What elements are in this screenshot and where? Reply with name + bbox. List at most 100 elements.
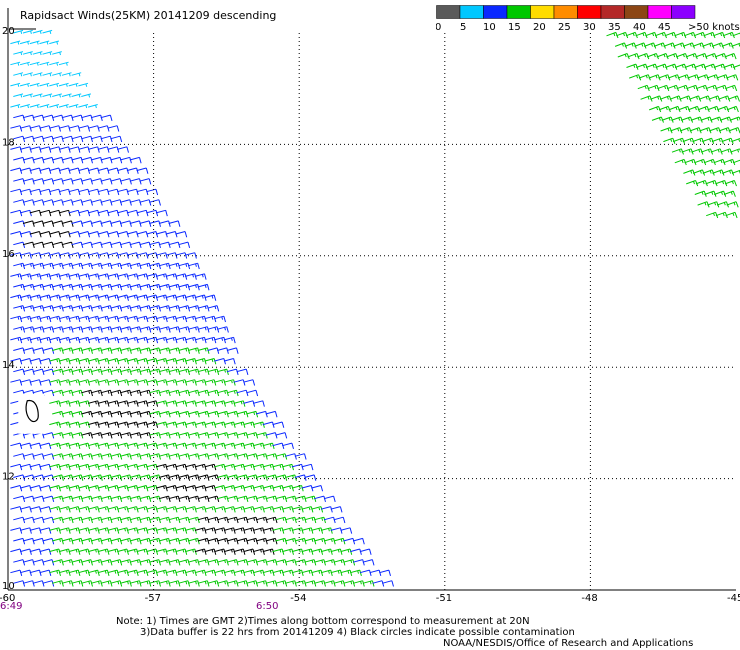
wind-barb — [42, 29, 53, 35]
wind-barb — [10, 104, 21, 109]
wind-barb — [10, 231, 23, 238]
wind-barb — [97, 379, 110, 386]
longitude-label: -57 — [145, 593, 161, 604]
wind-barb — [13, 51, 24, 56]
wind-barb — [207, 305, 220, 312]
wind-barb — [136, 315, 149, 323]
wind-barb — [29, 379, 42, 386]
wind-barb — [68, 104, 79, 109]
wind-barb — [311, 485, 324, 492]
wind-barb — [58, 379, 71, 386]
wind-barb — [29, 61, 40, 66]
wind-barb — [129, 156, 142, 164]
wind-barb — [68, 82, 79, 87]
wind-barb — [107, 252, 120, 259]
wind-barb — [19, 61, 30, 66]
wind-barb — [97, 188, 110, 196]
wind-barb — [10, 188, 23, 196]
wind-barb — [697, 201, 710, 208]
latitude-label: 12 — [2, 472, 15, 483]
wind-barb — [726, 201, 739, 208]
map-title: Rapidsact Winds(25KM) 20141209 descendin… — [20, 9, 277, 22]
wind-barb — [13, 72, 24, 77]
wind-barb — [126, 252, 139, 259]
wind-barb — [49, 400, 61, 407]
wind-barb — [674, 158, 687, 166]
wind-barb — [107, 188, 120, 196]
wind-barb — [97, 315, 110, 323]
colorbar-tick: 5 — [460, 22, 466, 33]
wind-barb — [110, 135, 123, 143]
wind-barb — [187, 262, 200, 270]
wind-barb — [32, 93, 43, 98]
longitude-label: -48 — [581, 593, 597, 604]
wind-barb — [52, 410, 64, 418]
wind-barb — [614, 42, 628, 49]
wind-barb — [725, 84, 738, 92]
wind-barb — [10, 569, 23, 577]
wind-barb — [725, 211, 738, 219]
wind-barb — [379, 569, 391, 577]
colorbar-tick: 25 — [558, 22, 571, 33]
wind-barb — [13, 262, 26, 270]
wind-barb — [640, 95, 653, 102]
wind-barb — [649, 105, 662, 113]
colorbar-tick: 10 — [483, 22, 496, 33]
wind-barb — [236, 368, 249, 376]
wind-barb — [13, 516, 26, 524]
wind-barb — [146, 188, 159, 196]
wind-barb — [81, 93, 92, 98]
wind-barb — [13, 93, 24, 98]
wind-barb — [732, 32, 740, 37]
wind-barb — [22, 51, 33, 56]
wind-barb — [13, 220, 26, 227]
wind-barb — [49, 125, 61, 132]
wind-barb — [39, 40, 50, 45]
latitude-label: 16 — [2, 249, 15, 260]
wind-barb — [39, 252, 52, 259]
wind-barb — [49, 421, 61, 428]
wind-barb — [243, 379, 256, 386]
wind-barb — [223, 379, 236, 386]
longitude-label: -54 — [290, 593, 306, 604]
wind-barb — [226, 347, 239, 354]
wind-barb — [52, 72, 62, 77]
wind-barb — [165, 315, 178, 323]
wind-barb — [723, 190, 736, 197]
colorbar-swatch — [671, 5, 696, 19]
wind-barb — [13, 199, 26, 206]
wind-barb — [175, 252, 188, 259]
island-outline — [25, 399, 39, 423]
land-layer — [18, 393, 45, 434]
wind-barb — [52, 51, 62, 56]
wind-speed-colorbar: 0 5 10 15 20 25 30 35 40 45 >50 knots — [436, 5, 740, 33]
wind-barb — [10, 167, 23, 174]
wind-barb — [42, 93, 53, 98]
wind-barb — [126, 188, 139, 196]
wind-barb — [13, 178, 26, 185]
wind-barb — [606, 31, 619, 39]
wind-barb — [13, 537, 26, 545]
wind-barb — [651, 116, 664, 123]
wind-barb — [97, 125, 110, 132]
wind-barb — [359, 548, 372, 555]
wind-barb — [217, 326, 229, 333]
wind-barb — [175, 315, 188, 323]
footnote-line-3: NOAA/NESDIS/Office of Research and Appli… — [443, 638, 694, 649]
pass-time-label-start: 6:49 — [0, 601, 22, 612]
wind-barb — [382, 580, 394, 587]
wind-barb — [32, 29, 43, 35]
wind-barb — [323, 495, 336, 503]
wind-barb — [294, 453, 307, 460]
wind-barb — [10, 506, 23, 513]
wind-barb — [136, 252, 149, 259]
wind-barb — [117, 146, 129, 153]
wind-barb — [71, 72, 82, 77]
wind-barb — [204, 294, 217, 301]
wind-barb — [272, 421, 285, 428]
wind-barb — [100, 114, 113, 122]
wind-barb — [13, 580, 26, 587]
wind-barb — [175, 379, 188, 386]
wind-barb — [39, 315, 52, 323]
wind-barb — [10, 527, 23, 534]
